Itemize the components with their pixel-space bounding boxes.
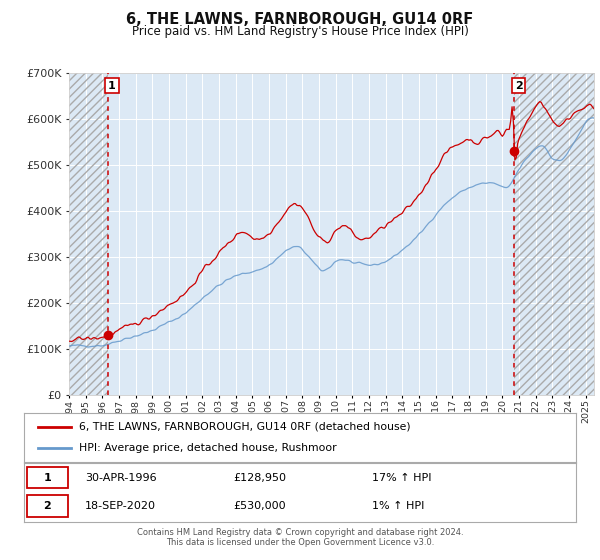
Text: 30-APR-1996: 30-APR-1996 <box>85 473 157 483</box>
Text: Price paid vs. HM Land Registry's House Price Index (HPI): Price paid vs. HM Land Registry's House … <box>131 25 469 38</box>
Text: 18-SEP-2020: 18-SEP-2020 <box>85 501 156 511</box>
Text: 6, THE LAWNS, FARNBOROUGH, GU14 0RF: 6, THE LAWNS, FARNBOROUGH, GU14 0RF <box>127 12 473 27</box>
Text: 2: 2 <box>515 81 523 91</box>
Text: 17% ↑ HPI: 17% ↑ HPI <box>372 473 431 483</box>
Text: 1: 1 <box>43 473 51 483</box>
Text: £530,000: £530,000 <box>234 501 286 511</box>
FancyBboxPatch shape <box>27 467 68 488</box>
Text: 2: 2 <box>43 501 51 511</box>
Text: Contains HM Land Registry data © Crown copyright and database right 2024.
This d: Contains HM Land Registry data © Crown c… <box>137 528 463 547</box>
Text: £128,950: £128,950 <box>234 473 287 483</box>
Text: 6, THE LAWNS, FARNBOROUGH, GU14 0RF (detached house): 6, THE LAWNS, FARNBOROUGH, GU14 0RF (det… <box>79 422 411 432</box>
Bar <box>514 73 594 395</box>
FancyBboxPatch shape <box>27 496 68 517</box>
Text: 1% ↑ HPI: 1% ↑ HPI <box>372 501 424 511</box>
Text: 1: 1 <box>108 81 116 91</box>
Text: HPI: Average price, detached house, Rushmoor: HPI: Average price, detached house, Rush… <box>79 443 337 453</box>
Bar <box>69 73 108 395</box>
